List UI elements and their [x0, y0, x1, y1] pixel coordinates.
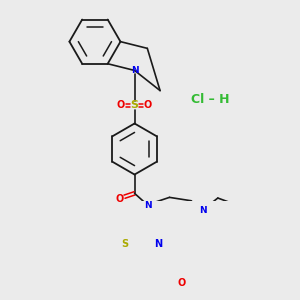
Text: Cl – H: Cl – H	[191, 93, 230, 106]
Text: O: O	[117, 100, 125, 110]
Text: S: S	[130, 100, 139, 110]
Text: O: O	[177, 278, 186, 288]
Text: N: N	[144, 201, 152, 210]
Text: N: N	[154, 239, 162, 249]
Text: O: O	[116, 194, 124, 204]
Text: S: S	[121, 239, 128, 249]
Text: N: N	[131, 66, 138, 75]
Text: O: O	[144, 100, 152, 110]
Text: N: N	[199, 206, 207, 214]
